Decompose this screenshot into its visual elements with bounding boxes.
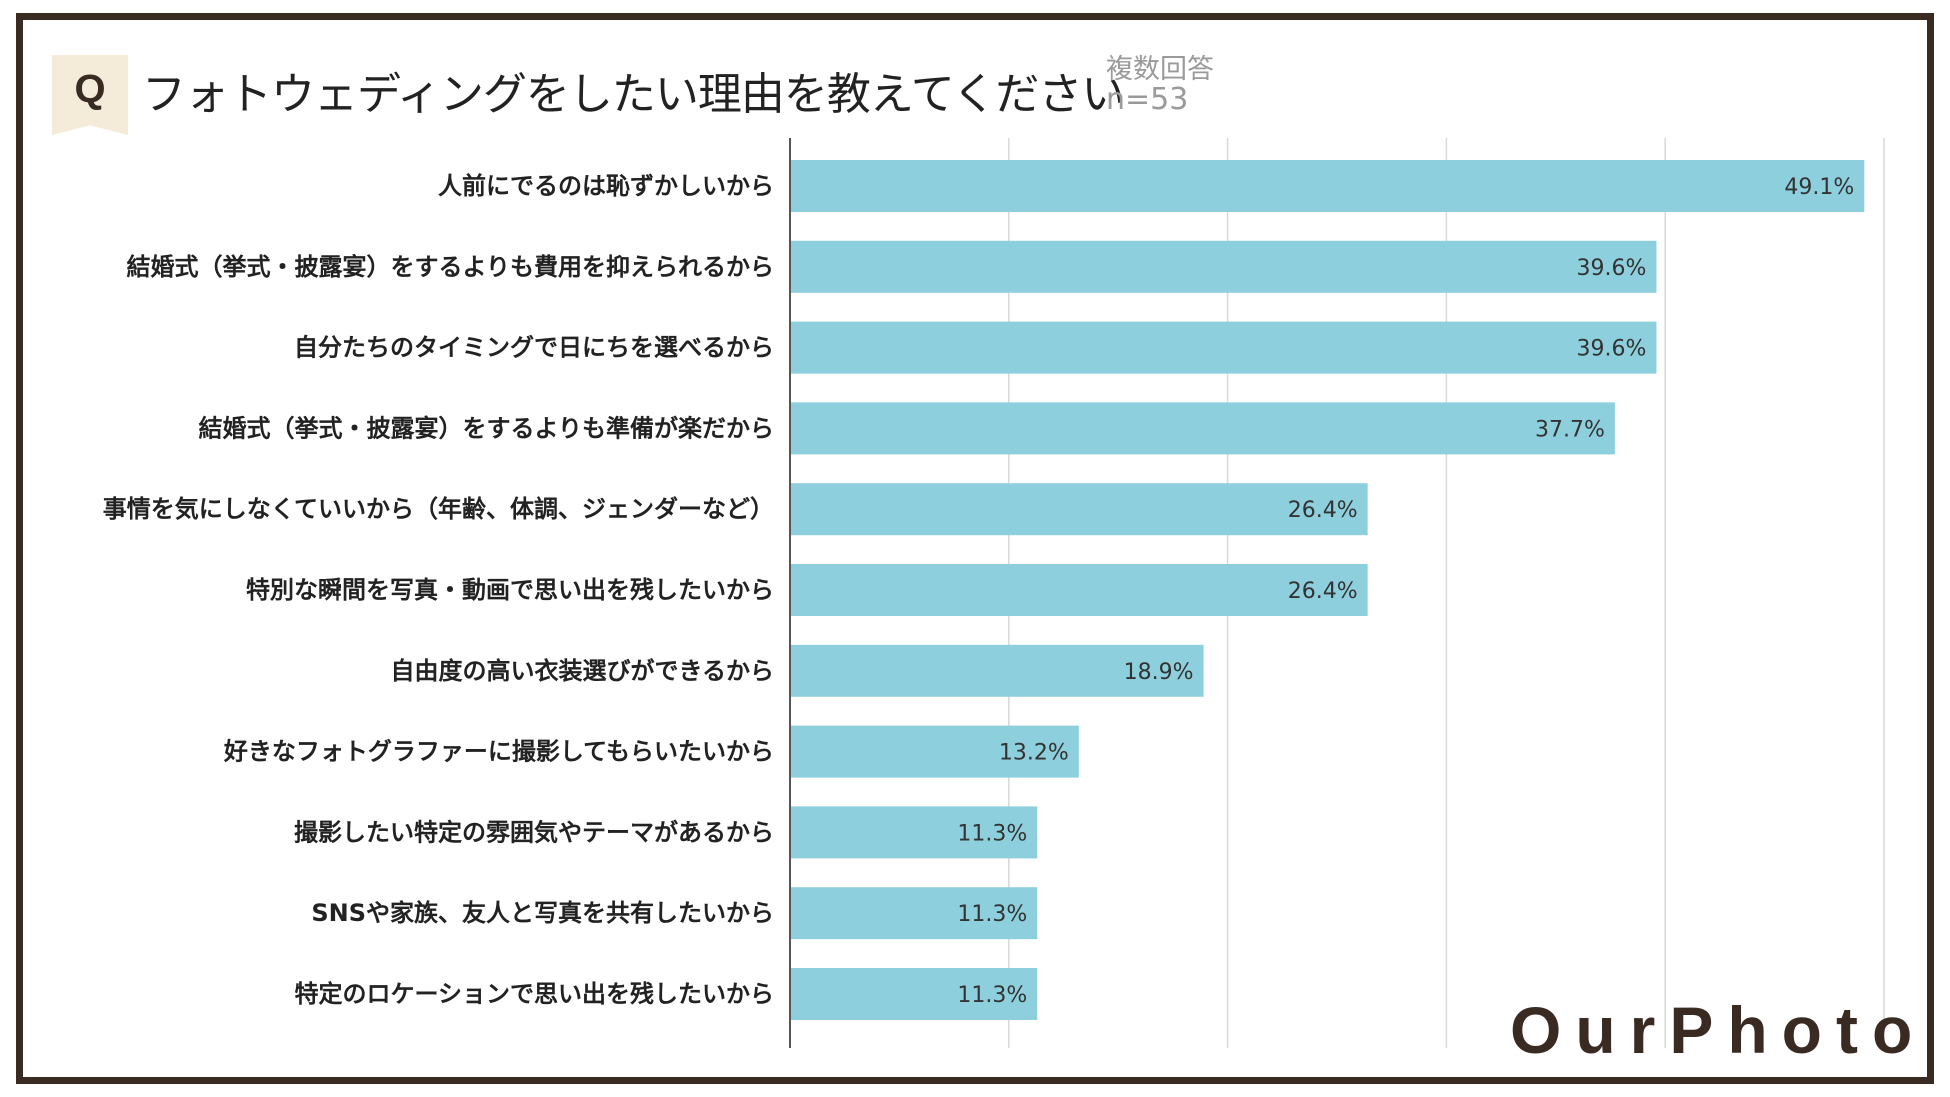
category-label: 撮影したい特定の雰囲気やテーマがあるから xyxy=(294,818,774,846)
bar-value-label: 18.9% xyxy=(1124,660,1194,685)
bar-value-label: 37.7% xyxy=(1535,417,1605,442)
bar-value-label: 26.4% xyxy=(1288,498,1358,523)
bar xyxy=(790,806,1038,859)
bar-value-label: 39.6% xyxy=(1577,337,1647,362)
category-label: 結婚式（挙式・披露宴）をするよりも準備が楽だから xyxy=(198,414,774,442)
bar-value-label: 49.1% xyxy=(1784,175,1854,200)
bar xyxy=(790,402,1615,455)
bar xyxy=(790,483,1368,536)
category-label: 特定のロケーションで思い出を残したいから xyxy=(294,980,774,1008)
bar-value-label: 11.3% xyxy=(957,983,1027,1008)
ourphoto-logo: OurPhoto xyxy=(1510,993,1927,1067)
category-label: SNSや家族、友人と写真を共有したいから xyxy=(311,899,774,927)
category-label: 人前にでるのは恥ずかしいから xyxy=(438,172,774,200)
sample-size: n=53 xyxy=(1106,82,1189,117)
multiple-answer-note: 複数回答 xyxy=(1106,54,1214,85)
category-label: 特別な瞬間を写真・動画で思い出を残したいから xyxy=(246,576,774,604)
question-badge: Q xyxy=(52,55,128,135)
bar xyxy=(790,240,1657,293)
bar xyxy=(790,968,1038,1020)
category-label: 自由度の高い衣装選びができるから xyxy=(390,657,774,685)
bar-value-label: 13.2% xyxy=(999,741,1069,766)
category-label: 自分たちのタイミングで日にちを選べるから xyxy=(294,334,774,362)
bar-value-label: 11.3% xyxy=(957,821,1027,846)
bar xyxy=(790,321,1657,374)
bar xyxy=(790,725,1079,778)
bar xyxy=(790,887,1038,940)
response-note: 複数回答 n=53 xyxy=(1106,55,1214,115)
bar-value-label: 26.4% xyxy=(1288,579,1358,604)
category-label: 事情を気にしなくていいから（年齢、体調、ジェンダーなど） xyxy=(103,495,774,523)
category-label: 結婚式（挙式・披露宴）をするよりも費用を抑えられるから xyxy=(126,253,774,281)
bar xyxy=(790,564,1368,616)
chart-title: フォトウェディングをしたい理由を教えてください xyxy=(142,69,1125,120)
bar xyxy=(790,644,1204,697)
bar-value-label: 39.6% xyxy=(1577,256,1647,281)
question-letter: Q xyxy=(74,67,106,111)
bar-value-label: 11.3% xyxy=(957,902,1027,927)
category-label: 好きなフォトグラファーに撮影してもらいたいから xyxy=(223,738,774,766)
bar xyxy=(790,160,1865,212)
